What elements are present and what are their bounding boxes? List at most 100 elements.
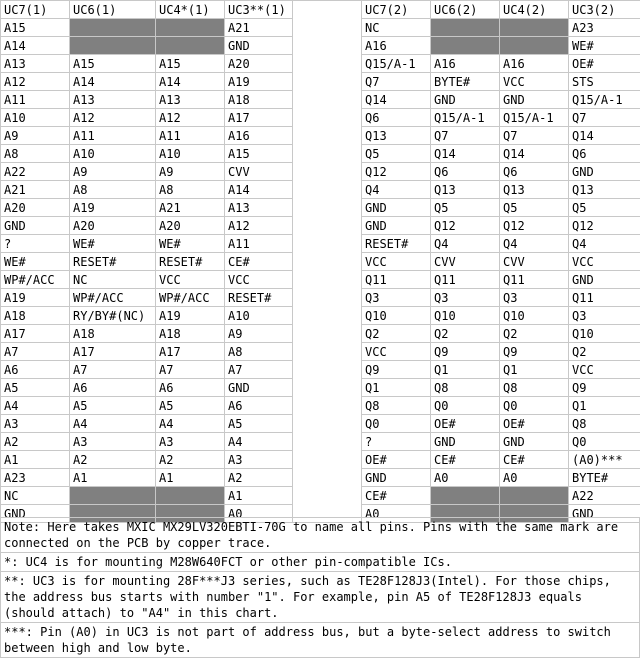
pin-cell: Q10 [499, 306, 569, 325]
table-row: A21 A8 A8 A14 Q4 Q13 Q13 Q13 [0, 180, 640, 199]
pin-cell: A9 [69, 162, 156, 181]
pin-cell: Q1 [361, 378, 431, 397]
pin-cell: WP#/ACC [0, 270, 70, 289]
blocked-cell [430, 36, 500, 55]
pin-cell: Q3 [361, 288, 431, 307]
pin-cell: A21 [0, 180, 70, 199]
pin-cell: GND [361, 198, 431, 217]
blocked-cell [430, 18, 500, 37]
spacer-cell [292, 252, 362, 271]
pin-cell: A19 [224, 72, 293, 91]
pin-cell: Q12 [568, 216, 640, 235]
column-header: UC6(1) [69, 0, 156, 19]
pin-cell: CE# [499, 450, 569, 469]
table-row: A22 A9 A9 CVV Q12 Q6 Q6 GND [0, 162, 640, 181]
pin-cell: CVV [224, 162, 293, 181]
table-row: A12 A14 A14 A19 Q7 BYTE# VCC STS [0, 72, 640, 91]
pin-cell: NC [361, 18, 431, 37]
table-row: A13 A15 A15 A20 Q15/A-1 A16 A16 OE# [0, 54, 640, 73]
column-header: UC7(2) [361, 0, 431, 19]
column-header: UC6(2) [430, 0, 500, 19]
pin-cell: A22 [0, 162, 70, 181]
pin-cell: GND [499, 90, 569, 109]
pin-cell: WE# [568, 36, 640, 55]
pin-cell: GND [361, 216, 431, 235]
pin-cell: A6 [0, 360, 70, 379]
pin-cell: Q10 [430, 306, 500, 325]
pin-cell: A18 [224, 90, 293, 109]
pin-cell: A0 [430, 468, 500, 487]
pin-cell: Q14 [499, 144, 569, 163]
table-row: A14 GND A16 WE# [0, 36, 640, 55]
pin-cell: Q5 [430, 198, 500, 217]
pin-cell: Q8 [499, 378, 569, 397]
pin-cell: VCC [568, 360, 640, 379]
pin-cell: A1 [69, 468, 156, 487]
pin-cell: Q0 [430, 396, 500, 415]
pin-cell: A0 [499, 468, 569, 487]
pin-cell: CE# [430, 450, 500, 469]
blocked-cell [499, 36, 569, 55]
pin-cell: Q6 [430, 162, 500, 181]
pin-cell: VCC [224, 270, 293, 289]
pin-cell: BYTE# [430, 72, 500, 91]
pin-cell: Q7 [499, 126, 569, 145]
pin-cell: OE# [430, 414, 500, 433]
pin-cell: Q13 [361, 126, 431, 145]
pin-cell: A5 [0, 378, 70, 397]
blocked-cell [155, 18, 225, 37]
spacer-cell [292, 360, 362, 379]
pin-cell: A13 [69, 90, 156, 109]
pin-cell: A12 [69, 108, 156, 127]
pin-cell: A11 [69, 126, 156, 145]
pin-cell: A16 [224, 126, 293, 145]
note-uc3-a0: ***: Pin (A0) in UC3 is not part of addr… [0, 622, 640, 658]
pin-cell: Q3 [499, 288, 569, 307]
pin-cell: Q7 [430, 126, 500, 145]
pin-cell: GND [224, 378, 293, 397]
spacer-cell [292, 306, 362, 325]
pin-cell: RESET# [361, 234, 431, 253]
pin-cell: OE# [568, 54, 640, 73]
pin-cell: Q14 [430, 144, 500, 163]
pin-cell: A5 [224, 414, 293, 433]
pin-cell: A6 [155, 378, 225, 397]
pin-cell: A9 [224, 324, 293, 343]
pin-cell: Q4 [430, 234, 500, 253]
pin-cell: Q3 [568, 306, 640, 325]
pin-cell: A22 [568, 486, 640, 505]
pin-cell: STS [568, 72, 640, 91]
pin-cell: A2 [0, 432, 70, 451]
spacer-cell [292, 18, 362, 37]
blocked-cell [430, 486, 500, 505]
spacer-cell [292, 216, 362, 235]
pin-cell: A7 [69, 360, 156, 379]
spacer-cell [292, 378, 362, 397]
pin-cell: Q13 [430, 180, 500, 199]
pin-cell: A8 [69, 180, 156, 199]
spacer-cell [292, 0, 362, 19]
pin-cell: Q9 [430, 342, 500, 361]
pin-cell: ? [361, 432, 431, 451]
spacer-cell [292, 144, 362, 163]
pin-cell: RESET# [224, 288, 293, 307]
blocked-cell [69, 486, 156, 505]
pin-cell: Q1 [568, 396, 640, 415]
pin-cell: (A0)*** [568, 450, 640, 469]
pin-cell: A2 [155, 450, 225, 469]
pin-cell: Q0 [499, 396, 569, 415]
pin-cell: A3 [155, 432, 225, 451]
pin-cell: Q2 [499, 324, 569, 343]
table-row: A2 A3 A3 A4? GND GND Q0 [0, 432, 640, 451]
pin-cell: OE# [361, 450, 431, 469]
pin-cell: A21 [224, 18, 293, 37]
pin-cell: Q5 [361, 144, 431, 163]
pin-cell: A18 [69, 324, 156, 343]
spacer-cell [292, 108, 362, 127]
pin-cell: A13 [155, 90, 225, 109]
pin-cell: A7 [224, 360, 293, 379]
spacer-cell [292, 486, 362, 505]
pin-cell: Q9 [568, 378, 640, 397]
pin-cell: OE# [499, 414, 569, 433]
pin-cell: Q11 [499, 270, 569, 289]
